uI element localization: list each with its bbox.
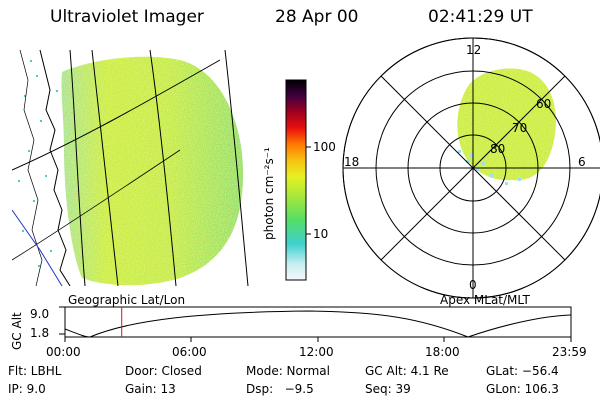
- altitude-ytick-1-8: 1.8: [30, 326, 50, 340]
- geographic-map: [12, 48, 257, 286]
- status-dsp: Dsp: −9.5: [246, 382, 314, 396]
- time-label: 02:41:29 UT: [428, 7, 533, 27]
- colorbar-tick-label-10: 10: [313, 227, 329, 241]
- polar-plot: [342, 37, 600, 299]
- status-gain: Gain: 13: [125, 382, 176, 396]
- longitude-line: [149, 49, 177, 286]
- colorbar-tick-label-100: 100: [313, 140, 336, 154]
- colorbar-unit-label: photon cm⁻²s⁻¹: [262, 147, 276, 240]
- altitude-ytick-9: 9.0: [30, 307, 50, 321]
- status-filter: Flt: LBHL: [8, 364, 62, 378]
- polar-caption: Apex MLat/MLT: [440, 293, 530, 307]
- altitude-xtick: 18:00: [425, 345, 460, 359]
- status-glat: GLat: −56.4: [486, 364, 559, 378]
- altitude-ylabel: GC Alt: [10, 312, 24, 350]
- latitude-line: [12, 149, 181, 261]
- status-mode: Mode: Normal: [246, 364, 330, 378]
- date-label: 28 Apr 00: [275, 7, 359, 27]
- latitude-line: [12, 59, 221, 171]
- polar-label-lat-60: 60: [536, 97, 552, 111]
- polar-label-lat-70: 70: [512, 121, 528, 135]
- polar-label-mlt-bottom: 0: [469, 278, 477, 292]
- longitude-line: [69, 49, 86, 286]
- status-gc-alt: GC Alt: 4.1 Re: [365, 364, 449, 378]
- coastline: [39, 49, 71, 286]
- altitude-curve: [64, 310, 572, 338]
- geographic-caption: Geographic Lat/Lon: [68, 293, 186, 307]
- status-glon: GLon: 106.3: [486, 382, 559, 396]
- status-door: Door: Closed: [125, 364, 202, 378]
- polar-label-lat-80: 80: [490, 142, 506, 156]
- coastline-2: [19, 49, 43, 286]
- polar-label-mlt-left: 18: [344, 155, 360, 169]
- altitude-xtick: 23:59: [552, 345, 587, 359]
- polar-label-mlt-top: 12: [466, 43, 482, 57]
- instrument-title: Ultraviolet Imager: [50, 7, 204, 27]
- altitude-xtick: 12:00: [299, 345, 334, 359]
- altitude-plot: [59, 306, 572, 342]
- longitude-line: [91, 49, 119, 286]
- longitude-line: [224, 49, 249, 286]
- altitude-xtick: 06:00: [172, 345, 207, 359]
- terminator-line: [12, 209, 63, 286]
- aurora-emission-left: [18, 56, 244, 286]
- status-ip: IP: 9.0: [8, 382, 46, 396]
- colorbar: [285, 79, 307, 281]
- polar-label-mlt-right: 6: [578, 155, 586, 169]
- status-seq: Seq: 39: [365, 382, 411, 396]
- aurora-emission-polar: [457, 68, 556, 185]
- altitude-xtick: 00:00: [46, 345, 81, 359]
